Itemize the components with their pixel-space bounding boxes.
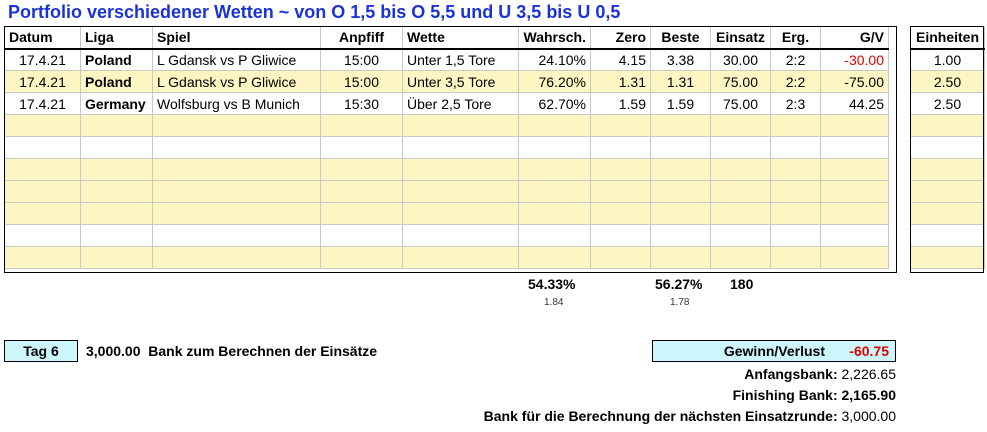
cell-einheiten[interactable]: 2.50 [910, 70, 985, 93]
cell-wahrsch[interactable]: 76.20% [518, 70, 591, 93]
naechste-value: 3,000.00 [841, 408, 897, 424]
cell-wette[interactable]: Unter 1,5 Tore [402, 48, 519, 71]
col-header-spiel: Spiel [152, 26, 321, 50]
cell-beste[interactable]: 1.31 [650, 70, 711, 93]
finishing-row: Finishing Bank: 2,165.90 [733, 387, 896, 403]
cell-datum[interactable]: 17.4.21 [4, 92, 81, 115]
table-row: 17.4.21 Poland L Gdansk vs P Gliwice 15:… [4, 70, 889, 93]
anfangsbank-row: Anfangsbank: 2,226.65 [744, 366, 896, 382]
bank-amount: 3,000.00 [86, 343, 141, 359]
cell-gv[interactable]: -75.00 [820, 70, 889, 93]
cell-liga[interactable]: Poland [80, 70, 153, 93]
cell-einheiten[interactable]: 2.50 [910, 92, 985, 115]
finishing-value: 2,165.90 [841, 387, 897, 403]
col-header-zero: Zero [590, 26, 651, 50]
cell-gv[interactable]: 44.25 [820, 92, 889, 115]
cell-anpfiff[interactable]: 15:30 [320, 92, 403, 115]
cell-beste[interactable]: 3.38 [650, 48, 711, 71]
naechste-row: Bank für die Berechnung der nächsten Ein… [484, 408, 896, 424]
cell-anpfiff[interactable]: 15:00 [320, 70, 403, 93]
bank-line: 3,000.00 Bank zum Berechnen der Einsätze [86, 343, 377, 359]
cell-wahrsch[interactable]: 24.10% [518, 48, 591, 71]
cell-gv[interactable]: -30.00 [820, 48, 889, 71]
bank-label: Bank zum Berechnen der Einsätze [148, 343, 378, 359]
col-header-wette: Wette [402, 26, 519, 50]
gewinn-verlust-box: Gewinn/Verlust -60.75 [652, 340, 896, 362]
beste-odds: 1.78 [670, 297, 690, 308]
col-header-einsatz: Einsatz [710, 26, 771, 50]
cell-einsatz[interactable]: 75.00 [710, 92, 771, 115]
einsatz-total: 180 [730, 276, 754, 292]
cell-datum[interactable]: 17.4.21 [4, 48, 81, 71]
empty-row [4, 224, 889, 247]
cell-wette[interactable]: Über 2,5 Tore [402, 92, 519, 115]
col-header-datum: Datum [4, 26, 81, 50]
gv-label: Gewinn/Verlust [723, 343, 825, 359]
empty-row [4, 180, 889, 203]
finishing-label: Finishing Bank: [732, 387, 838, 403]
empty-row [4, 114, 889, 137]
col-header-beste: Beste [650, 26, 711, 50]
table-row: 17.4.21 Poland L Gdansk vs P Gliwice 15:… [4, 48, 889, 71]
wahrsch-average: 54.33% [528, 276, 576, 292]
empty-row [4, 202, 889, 225]
col-header-anpfiff: Anpfiff [320, 26, 403, 50]
cell-einheiten[interactable]: 1.00 [910, 48, 985, 71]
cell-spiel[interactable]: Wolfsburg vs B Munich [152, 92, 321, 115]
gv-value: -60.75 [849, 343, 889, 359]
cell-zero[interactable]: 1.59 [590, 92, 651, 115]
cell-liga[interactable]: Poland [80, 48, 153, 71]
cell-datum[interactable]: 17.4.21 [4, 70, 81, 93]
bets-table: Datum Liga Spiel Anpfiff Wette Wahrsch. … [4, 26, 889, 269]
cell-spiel[interactable]: L Gdansk vs P Gliwice [152, 48, 321, 71]
cell-beste[interactable]: 1.59 [650, 92, 711, 115]
cell-spiel[interactable]: L Gdansk vs P Gliwice [152, 70, 321, 93]
col-header-erg: Erg. [770, 26, 821, 50]
tag-badge: Tag 6 [4, 340, 78, 362]
cell-einsatz[interactable]: 75.00 [710, 70, 771, 93]
cell-zero[interactable]: 4.15 [590, 48, 651, 71]
beste-average: 56.27% [655, 276, 703, 292]
page-title: Portfolio verschiedener Wetten ~ von O 1… [8, 2, 621, 22]
units-table: Einheiten 1.00 2.50 2.50 [910, 26, 985, 269]
cell-liga[interactable]: Germany [80, 92, 153, 115]
empty-row [4, 136, 889, 159]
cell-erg[interactable]: 2:2 [770, 70, 821, 93]
cell-einsatz[interactable]: 30.00 [710, 48, 771, 71]
cell-erg[interactable]: 2:3 [770, 92, 821, 115]
anfangsbank-label: Anfangsbank: [744, 366, 838, 382]
col-header-einheiten: Einheiten [910, 26, 985, 50]
cell-anpfiff[interactable]: 15:00 [320, 48, 403, 71]
cell-wette[interactable]: Unter 3,5 Tore [402, 70, 519, 93]
empty-row [4, 246, 889, 269]
wahrsch-odds: 1.84 [544, 297, 564, 308]
empty-row [4, 158, 889, 181]
cell-wahrsch[interactable]: 62.70% [518, 92, 591, 115]
naechste-label: Bank für die Berechnung der nächsten Ein… [483, 408, 838, 424]
cell-erg[interactable]: 2:2 [770, 48, 821, 71]
table-row: 17.4.21 Germany Wolfsburg vs B Munich 15… [4, 92, 889, 115]
cell-zero[interactable]: 1.31 [590, 70, 651, 93]
col-header-liga: Liga [80, 26, 153, 50]
col-header-wahrsch: Wahrsch. [518, 26, 591, 50]
col-header-gv: G/V [820, 26, 889, 50]
anfangsbank-value: 2,226.65 [841, 366, 897, 382]
